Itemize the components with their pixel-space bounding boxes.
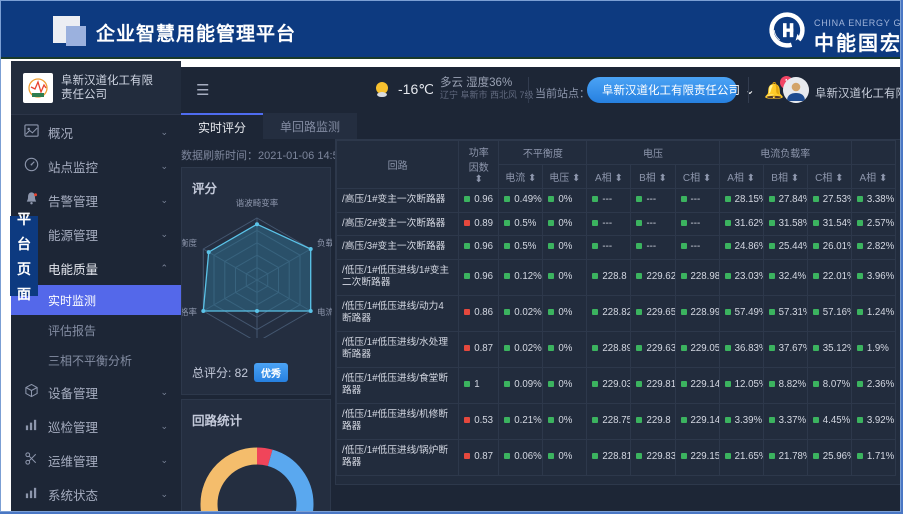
svg-text:谐波畸变率: 谐波畸变率 [236,198,279,208]
svg-text:合格率: 合格率 [182,307,197,317]
svg-text:不平衡度: 不平衡度 [182,238,197,248]
svg-text:电流不平衡: 电流不平衡 [317,307,332,317]
svg-text:负载率: 负载率 [317,238,332,248]
